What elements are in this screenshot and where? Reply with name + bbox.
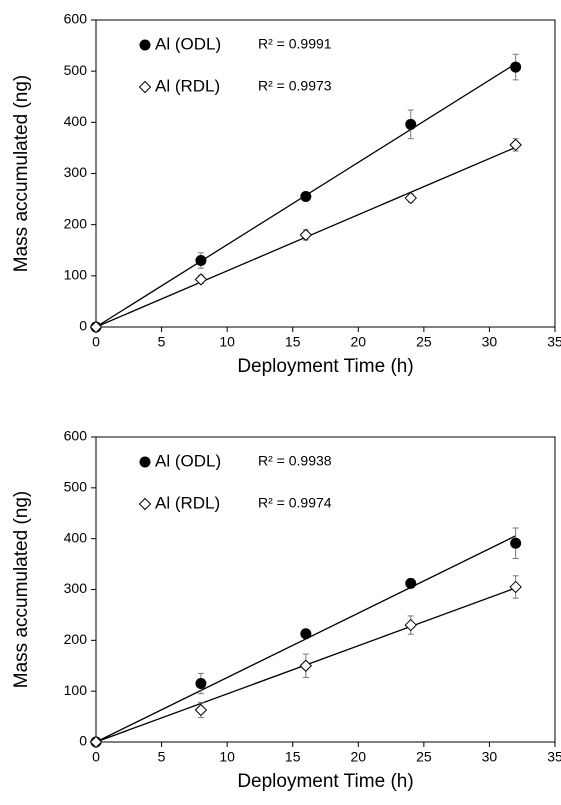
marker bbox=[404, 191, 417, 205]
y-tick-label: 600 bbox=[64, 428, 88, 444]
legend-marker bbox=[139, 456, 151, 468]
marker bbox=[89, 735, 103, 749]
y-tick-label: 200 bbox=[64, 215, 88, 231]
y-tick-label: 400 bbox=[64, 113, 88, 129]
y-tick-label: 200 bbox=[64, 631, 88, 647]
marker bbox=[300, 628, 312, 640]
marker bbox=[195, 678, 207, 690]
x-tick-label: 20 bbox=[350, 749, 366, 765]
x-tick-label: 0 bbox=[92, 749, 100, 765]
x-tick-label: 35 bbox=[547, 749, 561, 765]
legend-marker bbox=[139, 39, 151, 51]
legend-label: Al (RDL) bbox=[155, 76, 220, 95]
x-tick-label: 30 bbox=[482, 334, 498, 350]
legend-marker bbox=[138, 80, 152, 94]
x-tick-label: 15 bbox=[285, 334, 301, 350]
chart: 0 100 200 300 400 500 600 0 5 10 15 20 25 30 35 Deploym… bbox=[11, 11, 561, 377]
marker bbox=[509, 138, 522, 152]
legend-label: Al (RDL) bbox=[155, 493, 220, 512]
annotation: R² = 0.9991 bbox=[258, 36, 332, 52]
y-tick-label: 400 bbox=[64, 529, 88, 545]
legend-label: Al (ODL) bbox=[155, 451, 221, 470]
legend-label: Al (ODL) bbox=[155, 34, 221, 53]
y-tick-label: 300 bbox=[64, 164, 88, 180]
y-axis-label: Mass accumulated (ng) bbox=[11, 75, 32, 272]
legend-marker bbox=[138, 497, 152, 511]
x-tick-label: 25 bbox=[416, 334, 432, 350]
y-tick-label: 100 bbox=[64, 267, 88, 283]
x-tick-label: 35 bbox=[547, 334, 561, 350]
y-tick-label: 0 bbox=[79, 318, 87, 334]
annotation: R² = 0.9973 bbox=[258, 78, 332, 94]
x-axis-label: Deployment Time (h) bbox=[237, 771, 413, 792]
x-tick-label: 10 bbox=[219, 749, 235, 765]
x-tick-label: 5 bbox=[158, 334, 166, 350]
marker bbox=[194, 273, 208, 286]
annotation: R² = 0.9974 bbox=[258, 495, 332, 511]
marker bbox=[404, 618, 417, 632]
marker bbox=[299, 659, 313, 672]
x-tick-label: 0 bbox=[92, 334, 100, 350]
y-tick-label: 500 bbox=[64, 479, 88, 495]
marker bbox=[510, 537, 522, 549]
marker bbox=[509, 580, 522, 594]
x-tick-label: 20 bbox=[350, 334, 366, 350]
marker bbox=[510, 61, 522, 73]
x-tick-label: 25 bbox=[416, 749, 432, 765]
x-tick-label: 10 bbox=[219, 334, 235, 350]
marker bbox=[405, 118, 417, 130]
y-tick-label: 100 bbox=[64, 682, 88, 698]
marker bbox=[405, 577, 417, 589]
x-tick-label: 30 bbox=[482, 749, 498, 765]
annotation: R² = 0.9938 bbox=[258, 453, 332, 469]
marker bbox=[195, 254, 207, 266]
marker bbox=[299, 228, 313, 242]
marker bbox=[89, 320, 103, 334]
plot-frame bbox=[95, 436, 556, 743]
marker bbox=[194, 703, 208, 717]
y-axis-label: Mass accumulated (ng) bbox=[11, 491, 32, 688]
y-tick-label: 500 bbox=[64, 62, 88, 78]
y-tick-label: 0 bbox=[79, 733, 87, 749]
marker bbox=[300, 191, 312, 203]
chart: 0 100 200 300 400 500 600 0 5 10 15 20 25 30 35 Deploym… bbox=[11, 428, 561, 792]
y-tick-label: 300 bbox=[64, 580, 88, 596]
plot-frame bbox=[95, 19, 556, 328]
x-tick-label: 5 bbox=[158, 749, 166, 765]
y-tick-label: 600 bbox=[64, 11, 88, 27]
x-tick-label: 15 bbox=[285, 749, 301, 765]
x-axis-label: Deployment Time (h) bbox=[237, 356, 413, 377]
